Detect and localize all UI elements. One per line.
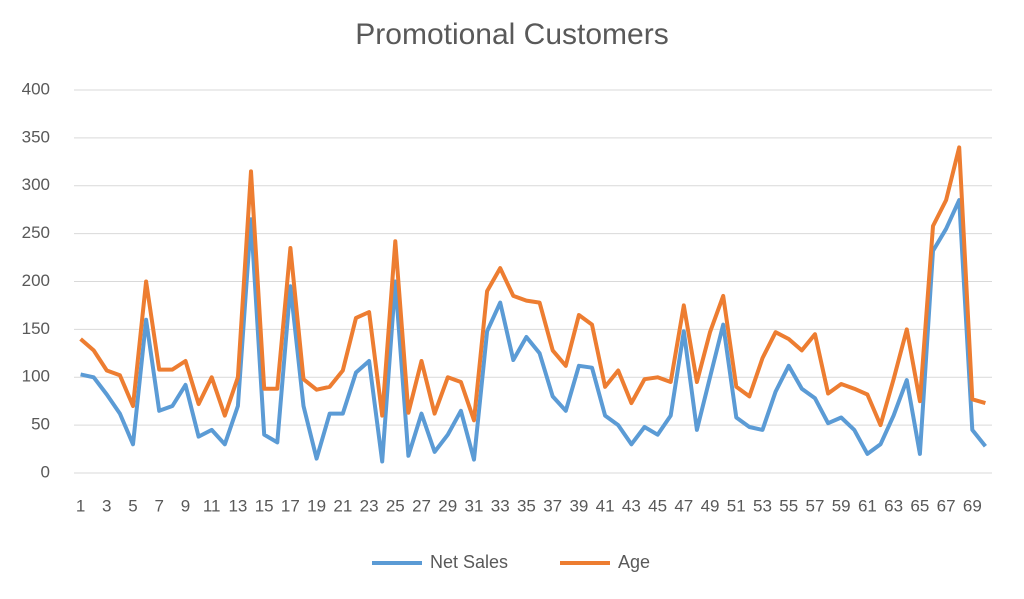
y-tick-label: 250 <box>22 223 50 242</box>
legend-label: Age <box>618 552 650 572</box>
x-tick-label: 43 <box>622 496 641 515</box>
x-tick-label: 3 <box>102 496 111 515</box>
y-tick-label: 200 <box>22 271 50 290</box>
y-tick-label: 150 <box>22 319 50 338</box>
x-tick-label: 35 <box>517 496 536 515</box>
x-tick-label: 47 <box>674 496 693 515</box>
x-tick-label: 59 <box>832 496 851 515</box>
x-tick-label: 29 <box>438 496 457 515</box>
x-tick-label: 51 <box>727 496 746 515</box>
x-tick-label: 7 <box>155 496 164 515</box>
y-tick-label: 100 <box>22 367 50 386</box>
x-tick-label: 19 <box>307 496 326 515</box>
x-tick-label: 53 <box>753 496 772 515</box>
y-tick-label: 300 <box>22 175 50 194</box>
x-tick-label: 17 <box>281 496 300 515</box>
x-tick-label: 63 <box>884 496 903 515</box>
series-line <box>79 145 986 428</box>
x-tick-label: 41 <box>596 496 615 515</box>
x-tick-label: 27 <box>412 496 431 515</box>
legend-label: Net Sales <box>430 552 508 572</box>
chart-title: Promotional Customers <box>355 18 668 51</box>
y-tick-label: 400 <box>22 79 50 98</box>
x-tick-label: 61 <box>858 496 877 515</box>
x-tick-label: 39 <box>569 496 588 515</box>
series-line <box>80 198 987 464</box>
y-tick-label: 50 <box>31 415 50 434</box>
x-tick-label: 55 <box>779 496 798 515</box>
x-tick-label: 25 <box>386 496 405 515</box>
x-tick-label: 15 <box>255 496 274 515</box>
x-tick-label: 13 <box>228 496 247 515</box>
x-tick-label: 67 <box>937 496 956 515</box>
x-tick-label: 33 <box>491 496 510 515</box>
x-tick-label: 23 <box>360 496 379 515</box>
x-tick-label: 31 <box>465 496 484 515</box>
x-tick-label: 65 <box>910 496 929 515</box>
x-tick-label: 45 <box>648 496 667 515</box>
x-tick-label: 11 <box>203 496 221 515</box>
x-tick-label: 49 <box>701 496 720 515</box>
x-tick-label: 57 <box>805 496 824 515</box>
y-tick-label: 350 <box>22 127 50 146</box>
x-tick-label: 37 <box>543 496 562 515</box>
x-tick-label: 9 <box>181 496 190 515</box>
y-tick-label: 0 <box>41 462 50 481</box>
x-tick-label: 21 <box>333 496 352 515</box>
x-tick-label: 69 <box>963 496 982 515</box>
x-tick-label: 1 <box>76 496 85 515</box>
x-tick-label: 5 <box>128 496 137 515</box>
